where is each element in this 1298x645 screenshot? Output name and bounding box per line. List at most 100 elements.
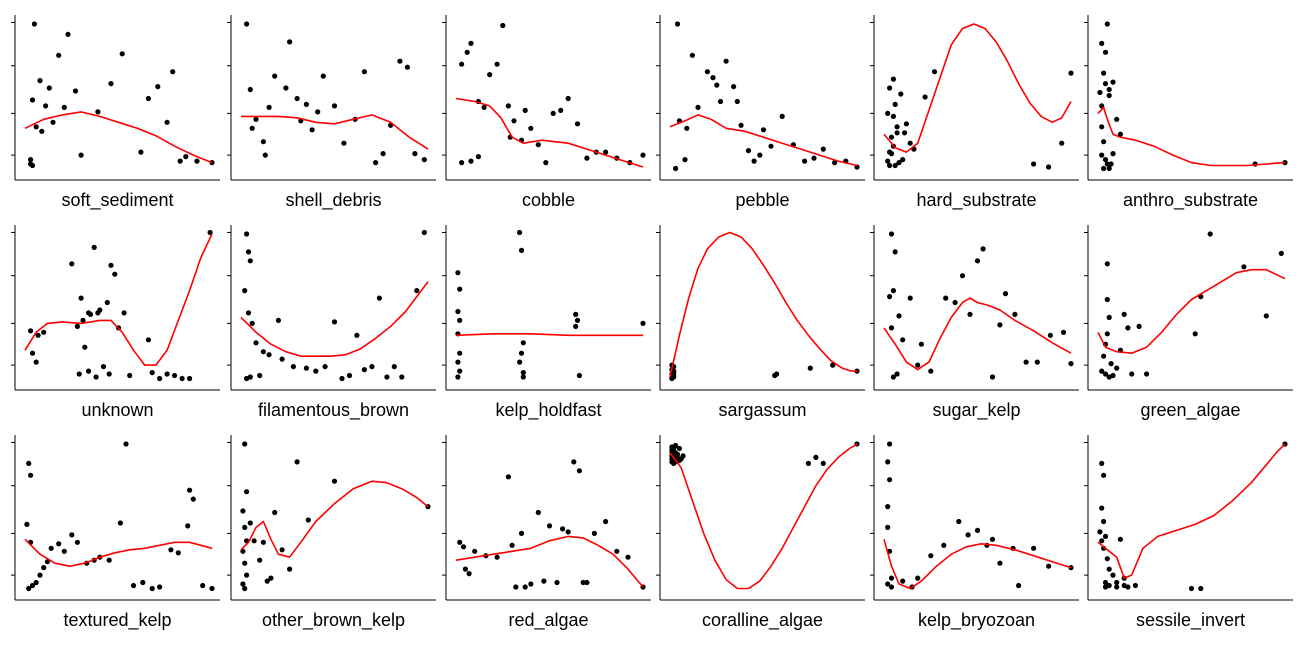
data-point bbox=[257, 557, 263, 563]
data-point bbox=[39, 128, 45, 134]
data-point bbox=[671, 374, 677, 380]
data-point bbox=[78, 152, 84, 158]
data-point bbox=[121, 310, 127, 316]
data-point bbox=[41, 565, 47, 571]
data-point bbox=[466, 571, 472, 577]
data-point bbox=[805, 460, 812, 466]
data-point bbox=[956, 518, 962, 525]
data-point bbox=[460, 544, 467, 550]
data-point bbox=[517, 229, 523, 236]
data-point bbox=[907, 295, 913, 301]
data-point bbox=[980, 246, 986, 252]
panel-soft-sediment: soft_sediment bbox=[11, 15, 220, 211]
data-point bbox=[1104, 556, 1110, 562]
data-point bbox=[717, 98, 724, 105]
data-point bbox=[240, 581, 246, 587]
data-point bbox=[584, 579, 590, 586]
data-point bbox=[576, 468, 583, 474]
data-point bbox=[1108, 161, 1114, 167]
data-point bbox=[164, 119, 170, 125]
data-point bbox=[576, 372, 583, 379]
smooth-line bbox=[883, 539, 1072, 590]
data-point bbox=[1099, 152, 1105, 158]
data-point bbox=[462, 566, 468, 572]
data-point bbox=[457, 350, 463, 356]
data-point bbox=[37, 78, 43, 84]
data-point bbox=[260, 139, 266, 145]
data-point bbox=[731, 84, 737, 90]
data-point bbox=[247, 258, 253, 264]
data-point bbox=[31, 21, 37, 27]
panel-title: pebble bbox=[735, 190, 789, 210]
data-point bbox=[82, 344, 88, 350]
data-point bbox=[541, 578, 547, 584]
data-point bbox=[520, 370, 526, 376]
data-point bbox=[779, 113, 785, 119]
data-point bbox=[305, 517, 311, 523]
data-point bbox=[190, 496, 196, 502]
data-point bbox=[1207, 231, 1213, 237]
data-point bbox=[244, 489, 250, 495]
panel-hard-substrate: hard_substrate bbox=[870, 15, 1079, 211]
data-point bbox=[1102, 157, 1109, 163]
smooth-line bbox=[241, 114, 429, 150]
data-point bbox=[455, 359, 461, 365]
data-point bbox=[145, 95, 151, 102]
data-point bbox=[820, 146, 826, 152]
data-point bbox=[100, 364, 107, 370]
panel-cobble: cobble bbox=[442, 15, 651, 210]
data-point bbox=[603, 149, 609, 155]
data-point bbox=[509, 542, 515, 548]
data-point bbox=[457, 286, 463, 292]
data-point bbox=[28, 328, 34, 334]
data-point bbox=[108, 81, 114, 87]
smooth-line bbox=[240, 480, 429, 558]
panel-title: red_algae bbox=[508, 610, 588, 631]
data-point bbox=[1060, 329, 1067, 335]
data-point bbox=[894, 371, 900, 377]
data-point bbox=[1114, 365, 1120, 371]
data-point bbox=[1106, 582, 1112, 589]
data-point bbox=[369, 364, 375, 370]
data-point bbox=[1002, 291, 1009, 297]
panel-title: filamentous_brown bbox=[258, 400, 409, 421]
panel-title: textured_kelp bbox=[63, 610, 171, 631]
data-point bbox=[888, 325, 895, 331]
data-point bbox=[885, 459, 891, 465]
data-point bbox=[907, 140, 913, 146]
data-point bbox=[511, 118, 517, 124]
data-point bbox=[1102, 49, 1109, 55]
data-point bbox=[890, 288, 897, 294]
data-point bbox=[1046, 563, 1052, 569]
data-point bbox=[580, 579, 586, 586]
data-point bbox=[303, 365, 309, 371]
data-point bbox=[346, 372, 353, 379]
data-point bbox=[518, 530, 525, 537]
data-point bbox=[279, 547, 285, 553]
data-point bbox=[464, 49, 470, 55]
data-point bbox=[457, 539, 463, 545]
data-point bbox=[242, 288, 248, 294]
data-point bbox=[266, 104, 272, 110]
data-point bbox=[1278, 250, 1284, 256]
data-point bbox=[35, 332, 41, 338]
data-point bbox=[331, 103, 338, 109]
data-point bbox=[1104, 261, 1110, 267]
data-point bbox=[240, 508, 246, 514]
data-point bbox=[26, 460, 32, 466]
data-point bbox=[695, 104, 701, 110]
panel-pebble: pebble bbox=[656, 15, 865, 210]
panel-title: sessile_invert bbox=[1136, 610, 1245, 631]
data-point bbox=[807, 365, 813, 371]
data-point bbox=[1099, 460, 1105, 466]
data-point bbox=[520, 374, 526, 380]
data-point bbox=[560, 526, 566, 532]
data-point bbox=[1192, 331, 1198, 337]
data-point bbox=[86, 368, 92, 374]
data-point bbox=[283, 85, 289, 91]
data-point bbox=[830, 362, 836, 368]
data-point bbox=[574, 317, 581, 323]
smooth-line bbox=[24, 538, 213, 567]
data-point bbox=[468, 40, 474, 47]
data-point bbox=[157, 375, 163, 382]
